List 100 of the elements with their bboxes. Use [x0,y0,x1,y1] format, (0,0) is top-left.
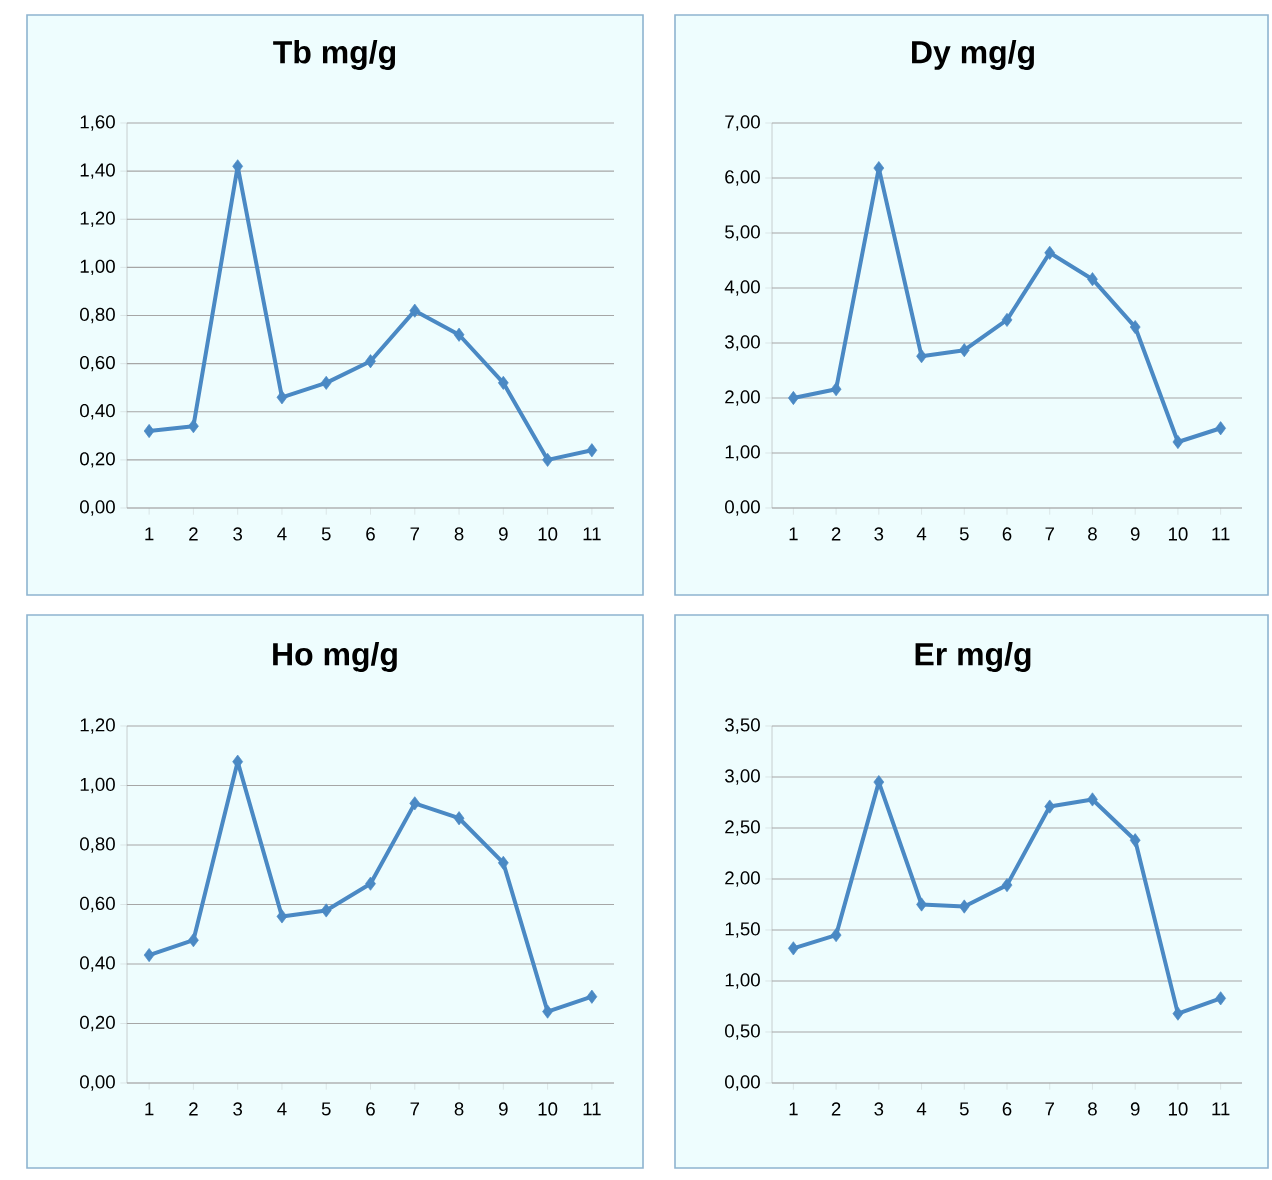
x-tick-label: 9 [1130,527,1140,541]
x-tick-label: 1 [789,527,798,541]
y-tick-label: 2,00 [725,871,760,887]
x-tick-label: 5 [321,527,331,541]
y-tick-label: 0,00 [725,500,760,516]
point [365,876,376,891]
x-tick-label: 3 [874,527,884,541]
x-tick-label: 11 [583,1102,601,1116]
y-tick-label: 0,20 [80,1015,115,1032]
point [143,423,155,438]
y-tick-label: 1,00 [725,445,760,461]
x-tick-label: 4 [916,527,927,541]
x-tick-label: 4 [277,1102,287,1116]
point [188,419,199,434]
x-tick-label: 11 [583,527,601,541]
x-tick-label: 2 [189,527,198,541]
point [788,941,799,956]
x-tick-label: 8 [1088,527,1097,541]
x-tick-label: 5 [959,1102,969,1116]
point [830,382,842,397]
y-tick-label: 1,40 [80,163,115,179]
y-tick-label: 0,60 [80,896,115,913]
y-tick-label: 7,00 [725,115,760,131]
x-tick-label: 1 [145,1102,154,1116]
y-tick-label: 6,00 [725,170,760,186]
y-tick-label: 2,50 [725,820,760,836]
point [586,989,598,1004]
x-tick-label: 3 [233,527,243,541]
point [1087,792,1098,807]
y-tick-label: 1,60 [80,115,115,131]
point [1087,272,1098,287]
y-tick-label: 0,20 [80,452,115,468]
point [1172,1006,1184,1021]
y-tick-label: 3,00 [725,769,760,785]
x-tick-label: 9 [499,1102,508,1116]
point [1001,312,1013,327]
x-tick-label: 10 [538,1102,558,1116]
y-tick-label: 0,80 [80,307,115,324]
point [143,948,155,963]
x-tick-label: 11 [1212,527,1230,541]
point [958,899,970,914]
y-tick-label: 0,40 [80,956,115,972]
point [497,855,509,870]
x-tick-label: 7 [410,1102,420,1116]
point [409,796,421,811]
chart-title: Er mg/g [915,642,1031,672]
y-tick-label: 1,00 [725,973,760,989]
x-tick-label: 10 [1168,1102,1188,1116]
point [497,375,509,390]
x-tick-label: 11 [1212,1102,1230,1116]
y-tick-label: 0,00 [80,1075,115,1091]
chart-title: Tb mg/g [273,40,396,70]
point [276,909,288,924]
point [916,349,927,364]
point [320,375,332,390]
x-tick-label: 1 [789,1102,798,1116]
y-tick-label: 1,20 [80,718,115,734]
point [1044,245,1056,260]
x-tick-label: 5 [959,527,969,541]
point [409,303,421,318]
y-tick-label: 1,00 [80,259,115,276]
point [1215,421,1226,436]
y-tick-label: 5,00 [725,225,760,241]
point [1215,991,1226,1006]
point [1044,799,1056,814]
point [1129,833,1141,848]
x-tick-label: 1 [145,527,154,541]
point [542,452,553,467]
x-tick-label: 4 [916,1102,927,1116]
point [788,390,799,405]
y-tick-label: 4,00 [724,280,760,296]
point [542,1004,553,1019]
x-tick-label: 6 [366,1102,375,1116]
point [276,390,288,405]
point [453,327,465,342]
chart-title: Dy mg/g [912,40,1034,70]
y-tick-label: 0,60 [80,355,115,372]
point [586,443,598,458]
point [916,897,927,912]
x-tick-label: 2 [831,1102,841,1116]
y-tick-label: 1,00 [80,777,115,794]
y-tick-label: 1,50 [725,922,760,938]
x-tick-label: 10 [538,527,558,541]
y-tick-label: 3,50 [725,718,760,734]
x-tick-label: 10 [1168,527,1188,541]
x-tick-label: 4 [277,527,287,541]
chart-title: Ho mg/g [273,642,397,672]
x-tick-label: 6 [1002,1102,1012,1116]
x-tick-label: 8 [454,527,464,541]
x-tick-label: 2 [189,1102,198,1116]
x-tick-label: 9 [499,527,508,541]
y-tick-label: 1,20 [80,211,115,227]
x-tick-label: 6 [366,527,375,541]
x-tick-label: 7 [410,527,420,541]
point [1172,434,1184,450]
point [188,933,199,948]
y-tick-label: 0,00 [725,1075,760,1091]
point [958,343,970,358]
point [320,903,332,918]
x-tick-label: 7 [1045,527,1054,541]
